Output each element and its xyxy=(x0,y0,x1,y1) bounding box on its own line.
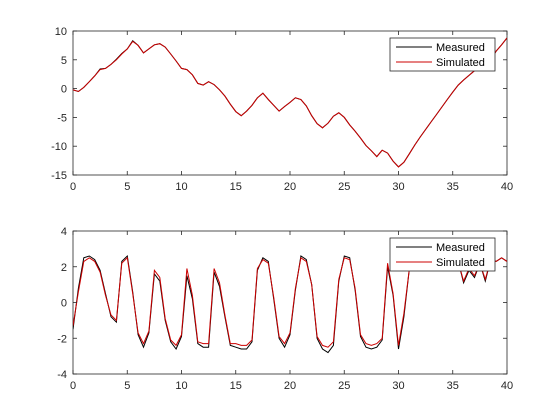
legend-label-measured: Measured xyxy=(436,42,485,54)
x-tick-label: 15 xyxy=(230,181,242,193)
legend-label-measured: Measured xyxy=(436,242,485,254)
x-tick-label: 15 xyxy=(230,380,242,392)
legend-box xyxy=(389,37,496,72)
legend-box xyxy=(389,237,496,272)
x-tick-label: 0 xyxy=(70,181,76,193)
x-tick-label: 25 xyxy=(338,181,350,193)
x-tick-label: 20 xyxy=(284,181,296,193)
x-tick-label: 35 xyxy=(447,181,459,193)
plot-1: 0 5 10 15 20 25 30 35 40 -15 -10 -5 0 5 10 Measured Simu… xyxy=(51,26,513,193)
x-tick-label: 20 xyxy=(284,380,296,392)
y-tick-label: 0 xyxy=(61,298,67,310)
y-tick-label: 2 xyxy=(61,262,67,274)
y-tick-label: 10 xyxy=(55,26,67,38)
x-tick-label: 40 xyxy=(501,181,513,193)
y-tick-label: -15 xyxy=(51,170,67,182)
y-tick-label: 5 xyxy=(61,55,67,67)
x-tick-label: 30 xyxy=(392,181,404,193)
x-tick-label: 40 xyxy=(501,380,513,392)
y-tick-label: -5 xyxy=(57,112,67,124)
x-tick-label: 5 xyxy=(124,181,130,193)
legend-label-simulated: Simulated xyxy=(436,257,485,269)
x-tick-label: 35 xyxy=(447,380,459,392)
x-tick-label: 10 xyxy=(175,380,187,392)
y-tick-label: -2 xyxy=(57,333,67,345)
plot-2: 0 5 10 15 20 25 30 35 40 -4 -2 0 2 4 Measured Simulated xyxy=(57,226,513,392)
x-tick-label: 30 xyxy=(392,380,404,392)
y-tick-label: -10 xyxy=(51,141,67,153)
x-tick-label: 10 xyxy=(175,181,187,193)
y-tick-label: 0 xyxy=(61,84,67,96)
x-tick-label: 25 xyxy=(338,380,350,392)
legend: Measured Simulated xyxy=(389,37,496,72)
legend-label-simulated: Simulated xyxy=(436,57,485,69)
x-tick-label: 0 xyxy=(70,380,76,392)
y-tick-label: -4 xyxy=(57,369,67,381)
x-tick-label: 5 xyxy=(124,380,130,392)
y-tick-label: 4 xyxy=(61,226,67,238)
legend: Measured Simulated xyxy=(389,237,496,272)
series-line-simulated xyxy=(73,37,507,168)
